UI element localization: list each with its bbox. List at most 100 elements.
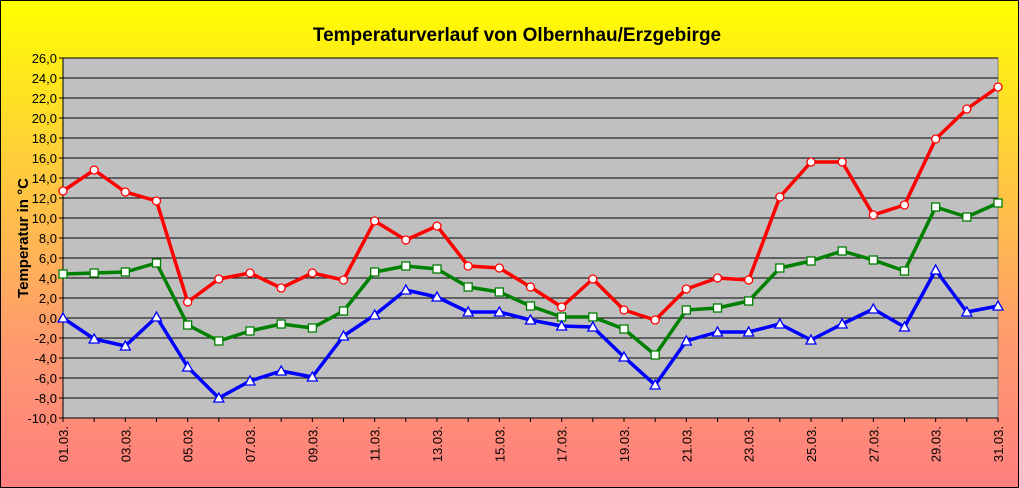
data-point-square — [370, 267, 380, 277]
data-point-square — [931, 202, 941, 212]
data-point-triangle — [150, 310, 163, 322]
data-point-circle — [712, 273, 723, 283]
markers-group — [56, 82, 1005, 403]
data-point-square — [525, 301, 536, 311]
data-point-square — [619, 324, 629, 334]
data-point-circle — [494, 263, 504, 273]
x-tick-label: 05.03. — [181, 426, 196, 462]
data-point-circle — [588, 274, 598, 284]
data-point-circle — [806, 157, 816, 167]
y-tick-label: 24,0 — [32, 71, 57, 86]
data-point-circle — [650, 315, 660, 325]
data-point-triangle — [493, 305, 506, 317]
data-point-square — [89, 268, 99, 278]
y-tick-label: 18,0 — [32, 131, 57, 146]
x-tick-label: 09.03. — [305, 426, 320, 462]
y-tick-label: 12,0 — [32, 191, 57, 206]
y-tick-label: 8,0 — [39, 231, 57, 246]
data-point-triangle — [243, 374, 257, 386]
data-point-triangle — [742, 325, 755, 337]
data-point-triangle — [306, 370, 319, 382]
x-tick-label: 23.03. — [742, 426, 757, 462]
data-point-square — [681, 305, 691, 315]
data-point-triangle — [836, 317, 849, 329]
data-point-triangle — [368, 308, 381, 320]
y-tick-label: -4,0 — [35, 351, 57, 366]
data-point-square — [962, 212, 972, 222]
data-point-square — [993, 198, 1003, 208]
y-tick-label: -10,0 — [27, 411, 57, 426]
data-point-triangle — [212, 391, 225, 403]
data-point-square — [650, 350, 660, 360]
x-tick-label: 21.03. — [679, 426, 694, 462]
data-point-circle — [525, 282, 536, 292]
data-point-circle — [276, 283, 286, 293]
x-tick-label: 07.03. — [243, 426, 258, 462]
data-point-circle — [619, 305, 629, 315]
data-point-circle — [120, 187, 130, 197]
y-tick-label: 26,0 — [32, 51, 57, 66]
data-point-triangle — [617, 350, 631, 362]
data-point-square — [806, 256, 816, 266]
data-point-square — [588, 312, 598, 322]
data-point-circle — [401, 235, 411, 245]
y-axis-label: Temperatur in °C — [15, 178, 32, 298]
data-point-circle — [58, 186, 68, 196]
x-tick-label: 11.03. — [368, 426, 383, 461]
data-point-triangle — [711, 325, 724, 337]
data-point-square — [463, 282, 473, 292]
data-point-square — [58, 269, 68, 279]
x-tick-label: 27.03. — [866, 426, 881, 462]
x-tick-label: 19.03. — [617, 426, 632, 462]
data-point-square — [432, 264, 442, 274]
data-point-triangle — [586, 320, 599, 332]
y-tick-label: 10,0 — [32, 211, 57, 226]
y-tick-label: 14,0 — [32, 171, 57, 186]
data-point-square — [214, 336, 224, 346]
data-point-circle — [931, 134, 941, 144]
data-point-triangle — [399, 283, 412, 295]
data-point-triangle — [960, 305, 973, 317]
data-point-circle — [837, 157, 847, 167]
data-point-triangle — [275, 364, 288, 376]
data-point-circle — [899, 200, 910, 210]
data-point-circle — [993, 82, 1003, 92]
x-tick-label: 29.03. — [929, 426, 944, 462]
data-point-triangle — [804, 333, 818, 345]
data-point-circle — [214, 274, 224, 284]
data-point-triangle — [773, 317, 786, 329]
x-tick-label: 01.03. — [56, 426, 71, 462]
data-point-circle — [775, 192, 785, 202]
x-tick-label: 17.03. — [555, 426, 570, 462]
data-point-triangle — [181, 360, 194, 372]
y-tick-label: 2,0 — [39, 291, 57, 306]
data-point-triangle — [88, 332, 101, 344]
data-point-triangle — [430, 290, 444, 302]
data-point-circle — [463, 261, 473, 271]
data-point-square — [744, 296, 754, 306]
data-point-circle — [183, 297, 193, 307]
data-point-circle — [338, 275, 349, 285]
data-point-circle — [151, 196, 162, 206]
data-point-square — [837, 246, 847, 256]
y-tick-label: 0,0 — [39, 311, 57, 326]
data-point-square — [151, 258, 162, 268]
data-point-circle — [307, 268, 317, 278]
data-point-square — [245, 326, 255, 336]
data-point-square — [712, 303, 723, 313]
data-point-square — [494, 287, 504, 297]
x-tick-label: 31.03. — [991, 426, 1006, 462]
data-point-square — [183, 320, 193, 330]
data-point-square — [868, 255, 878, 265]
data-point-triangle — [462, 305, 475, 317]
data-point-square — [276, 319, 286, 329]
chart-title: Temperaturverlauf von Olbernhau/Erzgebir… — [313, 25, 721, 46]
data-point-square — [120, 267, 130, 277]
y-tick-label: 20,0 — [32, 111, 57, 126]
y-tick-label: -8,0 — [35, 391, 57, 406]
data-point-triangle — [680, 334, 693, 346]
data-point-circle — [370, 216, 380, 226]
x-tick-label: 15.03. — [492, 426, 507, 462]
